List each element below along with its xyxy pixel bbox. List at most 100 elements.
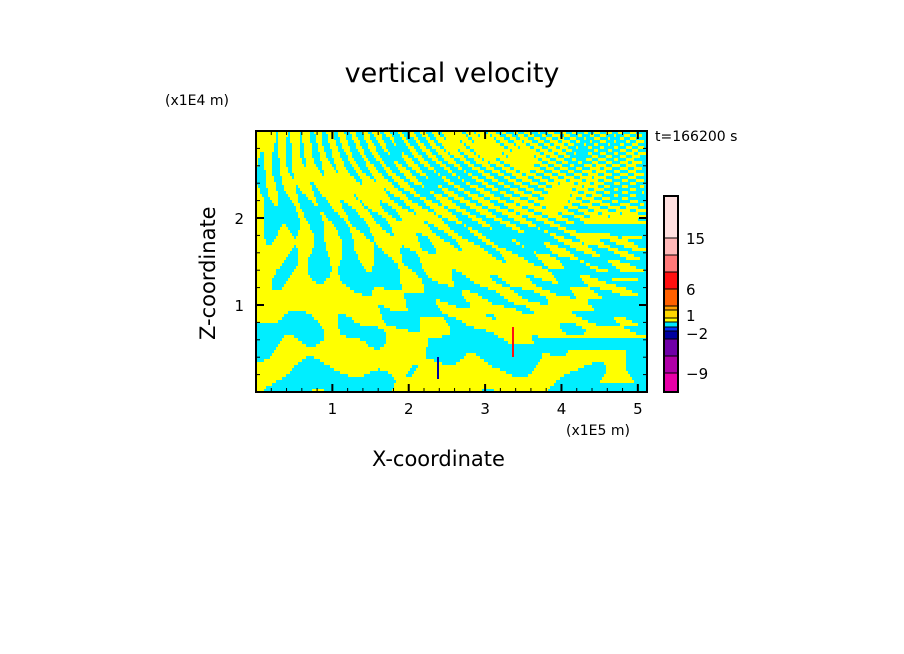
contour-region <box>436 149 444 152</box>
contour-region <box>614 188 618 191</box>
contour-region <box>476 188 484 191</box>
contour-region <box>626 164 636 167</box>
contour-region <box>570 245 588 248</box>
contour-region <box>352 206 364 209</box>
contour-region <box>564 176 574 179</box>
contour-region <box>324 170 336 173</box>
contour-region <box>486 167 494 170</box>
contour-region <box>282 179 356 182</box>
contour-region <box>324 338 360 341</box>
contour-region <box>362 200 380 203</box>
contour-region <box>266 173 272 176</box>
contour-region <box>256 302 406 305</box>
contour-region <box>330 260 340 263</box>
contour-region <box>288 278 312 281</box>
contour-region <box>636 209 646 212</box>
contour-region <box>364 218 374 221</box>
contour-region <box>484 194 494 197</box>
contour-region <box>566 149 572 152</box>
contour-region <box>330 263 340 266</box>
contour-region <box>542 353 550 356</box>
contour-region <box>430 143 436 146</box>
contour-region <box>338 131 344 134</box>
contour-region <box>568 350 626 353</box>
contour-region <box>256 197 264 200</box>
contour-region <box>280 227 288 230</box>
contour-region <box>256 149 274 152</box>
contour-region <box>534 176 542 179</box>
contour-region <box>544 263 562 266</box>
contour-region <box>378 212 388 215</box>
contour-region <box>608 143 610 146</box>
contour-region <box>380 347 426 350</box>
contour-region <box>256 290 354 293</box>
contour-region <box>580 239 600 242</box>
contour-region <box>300 218 306 221</box>
contour-region <box>558 239 572 242</box>
contour-region <box>588 173 598 176</box>
contour-region <box>458 167 462 170</box>
contour-region <box>516 143 526 146</box>
contour-region <box>610 215 646 218</box>
contour-region <box>374 134 382 137</box>
contour-region <box>504 161 542 164</box>
contour-region <box>324 221 332 224</box>
contour-region <box>568 170 574 173</box>
contour-region <box>438 140 460 143</box>
contour-region <box>560 182 574 185</box>
contour-region <box>358 257 374 260</box>
contour-region <box>616 242 634 245</box>
contour-region <box>280 164 286 167</box>
contour-region <box>534 290 550 293</box>
contour-region <box>448 206 460 209</box>
contour-region <box>548 131 554 134</box>
x-tick-label: 1 <box>328 400 338 418</box>
contour-region <box>468 215 476 218</box>
contour-region <box>610 239 628 242</box>
contour-region <box>304 152 312 155</box>
contour-region <box>436 137 444 140</box>
contour-region <box>616 209 630 212</box>
contour-region <box>456 209 466 212</box>
contour-region <box>572 290 594 293</box>
contour-region <box>428 167 434 170</box>
contour-region <box>542 278 556 281</box>
contour-region <box>256 257 286 260</box>
contour-region <box>412 152 418 155</box>
contour-region <box>382 164 386 167</box>
contour-region <box>292 155 300 158</box>
contour-region <box>346 314 382 317</box>
contour-region <box>266 176 274 179</box>
contour-region <box>322 215 326 218</box>
contour-region <box>514 200 528 203</box>
contour-region <box>320 341 366 344</box>
contour-region <box>498 182 504 185</box>
contour-region <box>550 155 558 158</box>
contour-region <box>614 146 618 149</box>
contour-region <box>256 254 288 257</box>
contour-region <box>444 230 454 233</box>
contour-region <box>596 164 606 167</box>
contour-region <box>614 194 618 197</box>
contour-region <box>256 248 292 251</box>
contour-region <box>396 164 402 167</box>
contour-region <box>322 161 330 164</box>
contour-region <box>550 233 556 236</box>
contour-region <box>328 140 336 143</box>
contour-region <box>514 182 522 185</box>
contour-region <box>578 182 590 185</box>
contour-region <box>390 224 428 227</box>
contour-region <box>496 209 508 212</box>
contour-region <box>476 179 484 182</box>
contour-region <box>292 146 300 149</box>
contour-region <box>324 227 336 230</box>
contour-region <box>482 224 490 227</box>
contour-region <box>470 305 504 308</box>
contour-region <box>436 161 442 164</box>
contour-region <box>400 170 410 173</box>
contour-region <box>388 203 398 206</box>
contour-region <box>440 308 516 311</box>
contour-region <box>590 134 594 137</box>
contour-region <box>540 203 572 206</box>
contour-region <box>394 179 404 182</box>
